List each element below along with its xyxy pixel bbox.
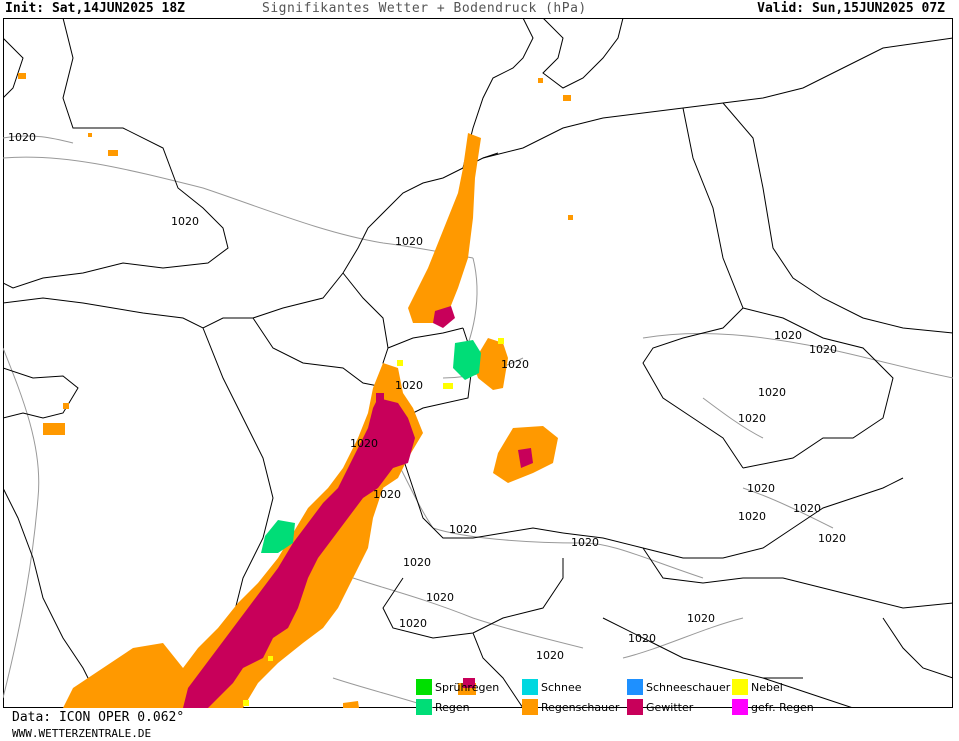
legend-item: Regen [416,698,470,716]
data-source: Data: ICON OPER 0.062° [12,710,185,725]
legend-label: Gewitter [646,700,694,714]
isobar-label: 1020 [818,532,846,545]
isobar-label: 1020 [747,482,775,495]
map-frame [3,18,953,708]
isobar-label: 1020 [426,591,454,604]
legend-swatch [732,699,748,715]
legend-label: gefr. Regen [751,700,814,714]
isobar-label: 1020 [171,215,199,228]
legend-swatch [627,679,643,695]
legend-item: Nebel [732,678,783,696]
legend-label: Regenschauer [541,700,620,714]
isobar-labels: 1020 1020 1020 1020 1020 1020 1020 1020 … [8,131,846,662]
legend-label: Sprühregen [435,680,500,694]
legend-item: Schnee [522,678,582,696]
precip-rain [261,340,481,553]
isobar-label: 1020 [758,386,786,399]
isobar-label: 1020 [809,343,837,356]
isobar-label: 1020 [687,612,715,625]
isobar-label: 1020 [373,488,401,501]
legend-swatch [416,679,432,695]
legend-item: gefr. Regen [732,698,814,716]
isobar-label: 1020 [738,510,766,523]
legend-label: Schnee [541,680,582,694]
isobar-label: 1020 [399,617,427,630]
legend-item: Sprühregen [416,678,499,696]
init-time: Init: Sat,14JUN2025 18Z [5,1,186,16]
legend-label: Nebel [751,680,783,694]
isobars [3,135,953,708]
isobar-label: 1020 [793,502,821,515]
map-title: Signifikantes Wetter + Bodendruck (hPa) [262,1,587,16]
isobar-label: 1020 [571,536,599,549]
legend-item: Schneeschauer [627,678,730,696]
isobar-label: 1020 [449,523,477,536]
isobar-label: 1020 [350,437,378,450]
valid-time: Valid: Sun,15JUN2025 07Z [757,1,945,16]
weather-map: 1020 1020 1020 1020 1020 1020 1020 1020 … [3,18,953,708]
site-credit: WWW.WETTERZENTRALE.DE [12,727,152,740]
fog-patches [243,338,504,706]
legend-swatch [627,699,643,715]
legend-swatch [522,699,538,715]
legend: Sprühregen Schnee Schneeschauer Nebel Re… [416,678,836,718]
legend-swatch [416,699,432,715]
legend-swatch [732,679,748,695]
legend-swatch [522,679,538,695]
isobar-label: 1020 [501,358,529,371]
legend-label: Schneeschauer [646,680,731,694]
isobar-label: 1020 [536,649,564,662]
isobar-label: 1020 [738,412,766,425]
isobar-label: 1020 [395,235,423,248]
legend-item: Regenschauer [522,698,619,716]
isobar-label: 1020 [628,632,656,645]
isobar-label: 1020 [774,329,802,342]
legend-label: Regen [435,700,470,714]
isobar-label: 1020 [8,131,36,144]
isobar-label: 1020 [403,556,431,569]
legend-item: Gewitter [627,698,693,716]
coastlines-borders [3,18,953,708]
precip-thunderstorms [183,306,533,708]
isobar-label: 1020 [395,379,423,392]
